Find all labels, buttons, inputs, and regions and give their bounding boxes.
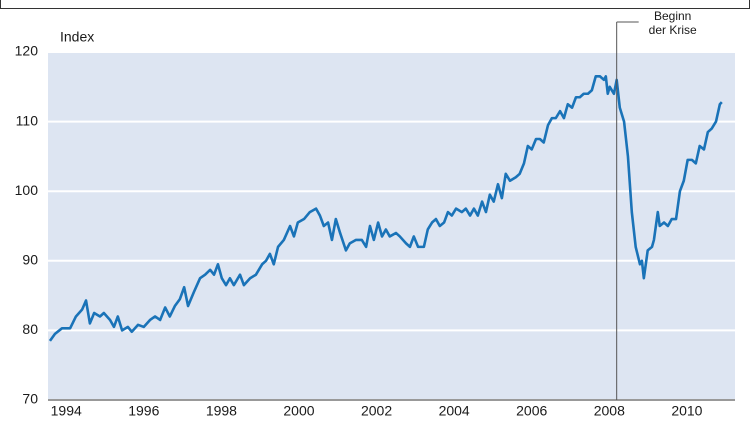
y-tick-label: 100 [15,182,39,198]
x-tick-label: 2006 [516,403,547,419]
x-tick-label: 2000 [283,403,314,419]
y-tick-label: 110 [16,112,39,128]
x-tick-label: 2008 [594,403,625,419]
x-tick-label: 1998 [206,403,237,419]
annotation-text: der Krise [649,23,697,37]
data-line [48,75,723,342]
y-tick-label: 80 [22,321,38,337]
y-axis-label: Index [60,29,94,45]
y-tick-label: 120 [15,43,39,59]
plot-area [48,52,735,400]
y-tick-label: 90 [22,252,38,268]
x-tick-label: 2002 [361,403,392,419]
x-tick-label: 2010 [671,403,702,419]
x-tick-label: 2004 [439,403,470,419]
x-tick-label: 1996 [128,403,159,419]
frame [0,0,750,9]
y-tick-label: 70 [22,391,38,407]
annotation-text: Beginn [654,9,691,23]
x-tick-label: 1994 [51,403,82,419]
